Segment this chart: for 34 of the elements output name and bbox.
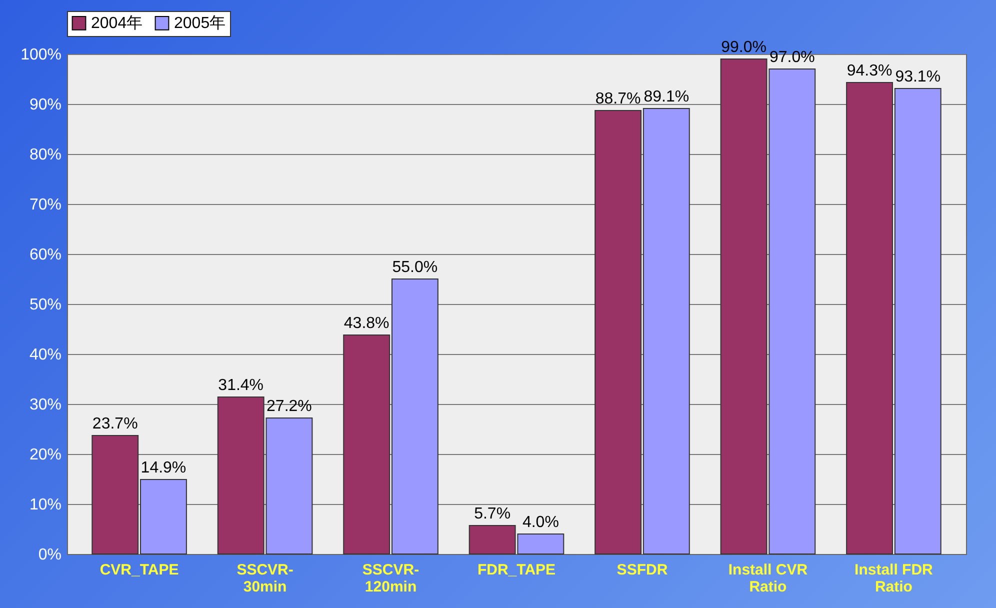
data-label: 55.0%: [392, 259, 438, 276]
x-tick-label: Install CVR Ratio: [728, 562, 808, 596]
y-tick-label: 60%: [29, 246, 62, 264]
data-label: 88.7%: [595, 90, 641, 108]
data-label: 93.1%: [895, 68, 941, 86]
y-tick-label: 40%: [29, 346, 62, 364]
y-tick-label: 90%: [29, 96, 62, 114]
data-label: 89.1%: [644, 88, 690, 106]
legend-label: 2004年: [91, 15, 143, 32]
data-label: 94.3%: [846, 62, 892, 80]
y-tick-label: 20%: [29, 446, 62, 464]
y-tick-label: 30%: [29, 396, 62, 414]
x-tick-label: SSCVR-30min: [236, 562, 294, 596]
y-tick-label: 70%: [29, 196, 62, 214]
data-label: 97.0%: [769, 49, 815, 66]
y-tick-label: 100%: [20, 46, 62, 64]
data-label: 4.0%: [522, 514, 559, 531]
data-label: 31.4%: [218, 377, 264, 394]
data-label: 43.8%: [344, 315, 390, 332]
x-tick-label: FDR_TAPE: [477, 562, 556, 578]
x-tick-label: Install FDR Ratio: [854, 562, 934, 596]
data-label: 99.0%: [721, 39, 766, 56]
y-tick-label: 0%: [38, 546, 62, 564]
x-tick-label: CVR_TAPE: [100, 562, 179, 578]
y-tick-label: 50%: [29, 296, 62, 314]
legend-label: 2005年: [174, 15, 226, 32]
data-label: 27.2%: [266, 398, 312, 415]
data-label: 23.7%: [92, 416, 138, 432]
x-tick-label: SSFDR: [616, 562, 668, 578]
data-label: 5.7%: [474, 506, 511, 522]
y-tick-label: 10%: [29, 496, 62, 514]
y-tick-label: 80%: [29, 146, 62, 164]
data-label: 14.9%: [140, 460, 186, 476]
x-tick-label: SSCVR-120min: [362, 562, 420, 596]
